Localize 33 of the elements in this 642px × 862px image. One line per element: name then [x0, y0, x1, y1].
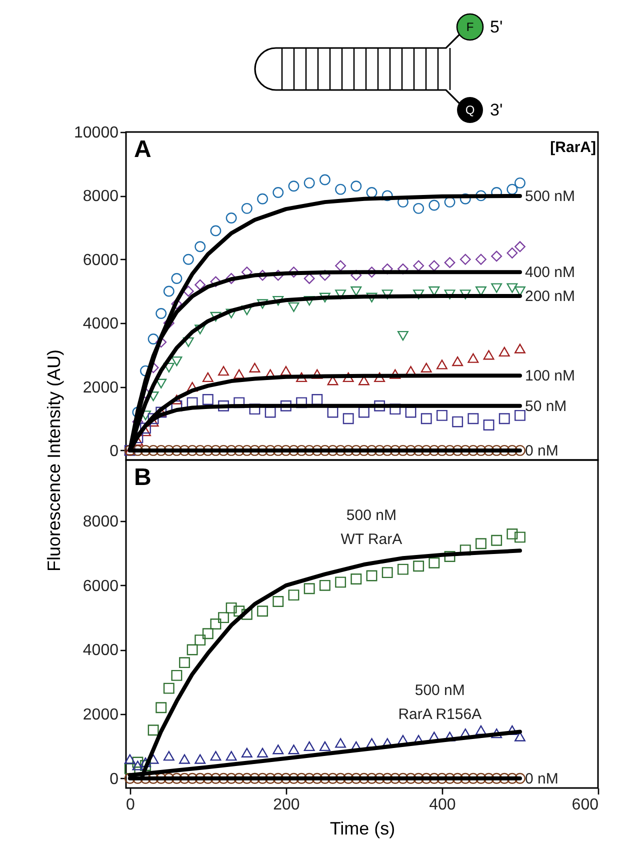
y-tick-label: 2000 — [82, 379, 119, 396]
y-tick-label: 4000 — [82, 316, 119, 333]
annotation: A — [134, 136, 152, 163]
annotation: B — [134, 464, 152, 491]
y-tick-label: 8000 — [82, 188, 119, 206]
y-tick-label: 8000 — [82, 514, 119, 531]
x-tick-label: 0 — [126, 796, 135, 814]
text: F — [466, 20, 474, 34]
series-label: 0 nM — [524, 770, 558, 788]
y-tick-label: 6000 — [82, 578, 119, 595]
x-tick-label: 200 — [273, 796, 300, 814]
x-tick-label: 600 — [572, 796, 599, 814]
series-label: 400 nM — [524, 264, 576, 282]
series-label: 500 nM — [524, 188, 576, 206]
y-tick-label: 0 — [110, 770, 119, 788]
x-tick-label: 400 — [429, 796, 456, 814]
y-axis-title: Fluorescence Intensity (AU) — [44, 349, 64, 572]
text: Q — [465, 103, 475, 117]
series-label: 50 nM — [524, 398, 567, 415]
series-label: 100 nM — [524, 368, 576, 385]
series-label: 200 nM — [524, 288, 576, 305]
y-tick-label: 10000 — [74, 124, 119, 142]
y-tick-label: 6000 — [82, 252, 119, 269]
text: 3' — [490, 100, 503, 120]
series-label: 0 nM — [524, 442, 558, 460]
y-tick-label: 0 — [110, 442, 119, 460]
y-tick-label: 2000 — [82, 706, 119, 724]
x-axis-title: Time (s) — [330, 818, 396, 838]
annotation: 500 nM RarA R156A — [398, 682, 482, 723]
legend-title: [RarA] — [550, 139, 596, 156]
y-tick-label: 4000 — [82, 642, 119, 660]
annotation: 500 nM WT RarA — [340, 507, 402, 548]
text: 5' — [490, 18, 503, 36]
